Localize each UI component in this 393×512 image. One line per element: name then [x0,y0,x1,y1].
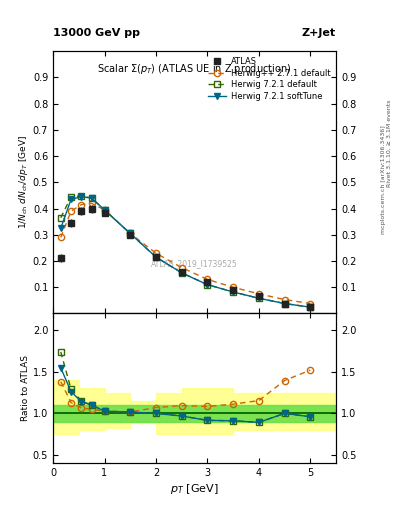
Text: ATLAS_2019_I1739525: ATLAS_2019_I1739525 [151,259,238,268]
Text: Scalar $\Sigma(p_T)$ (ATLAS UE in Z production): Scalar $\Sigma(p_T)$ (ATLAS UE in Z prod… [97,61,292,76]
Legend: ATLAS, Herwig++ 2.7.1 default, Herwig 7.2.1 default, Herwig 7.2.1 softTune: ATLAS, Herwig++ 2.7.1 default, Herwig 7.… [206,55,332,102]
Y-axis label: $1/N_{\rm ch}\;dN_{\rm ch}/dp_T$ [GeV]: $1/N_{\rm ch}\;dN_{\rm ch}/dp_T$ [GeV] [17,135,30,229]
Y-axis label: Ratio to ATLAS: Ratio to ATLAS [21,355,30,421]
X-axis label: $p_T$ [GeV]: $p_T$ [GeV] [170,482,219,497]
Text: mcplots.cern.ch [arXiv:1306.3436]: mcplots.cern.ch [arXiv:1306.3436] [381,125,386,233]
Text: Z+Jet: Z+Jet [302,28,336,38]
Text: Rivet 3.1.10, ≥ 3.1M events: Rivet 3.1.10, ≥ 3.1M events [387,100,391,187]
Text: 13000 GeV pp: 13000 GeV pp [53,28,140,38]
